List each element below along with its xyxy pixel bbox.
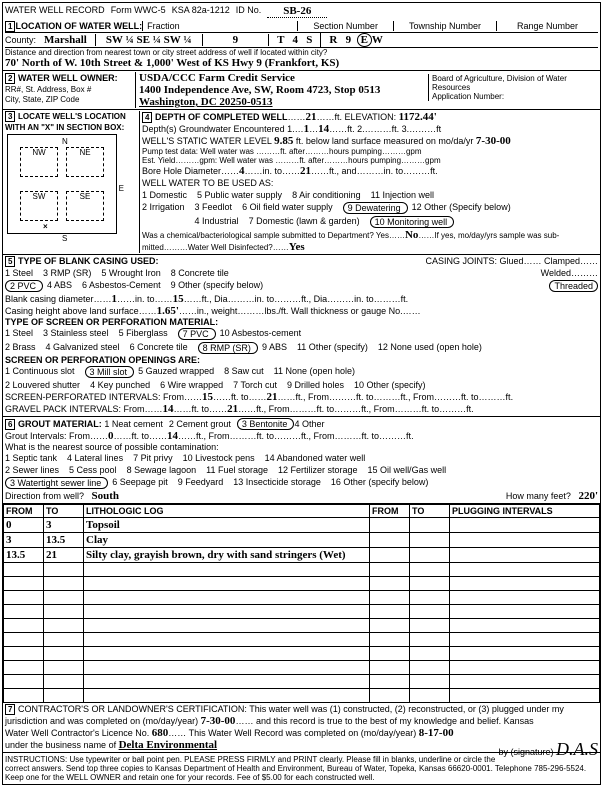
grout-intervals: Grout Intervals: From……0……ft. to……14……ft… — [5, 430, 598, 442]
section-3-4: 3 LOCATE WELL'S LOCATION WITH AN "X" IN … — [3, 110, 600, 255]
table-row: 313.5Clay — [4, 533, 600, 548]
sec3-num: 3 — [5, 111, 15, 122]
sec2-num: 2 — [5, 73, 15, 84]
uses-row1: 1 Domestic5 Public water supply8 Air con… — [142, 189, 598, 201]
fraction: SW ¼ SE ¼ SW ¼ — [95, 34, 202, 46]
screen-open2: 2 Louvered shutter4 Key punched6 Wire wr… — [5, 379, 598, 391]
screen-open-title: SCREEN OR PERFORATION OPENINGS ARE: — [5, 355, 598, 365]
pumptest-line: Pump test data: Well water was ………ft. af… — [142, 147, 598, 156]
table-row — [4, 577, 600, 591]
sec6-title: GROUT MATERIAL: — [18, 419, 102, 429]
sec1-num: 1 — [5, 21, 15, 32]
form-title: WATER WELL RECORD — [5, 5, 105, 18]
contam3: 3 Watertight sewer line6 Seepage pit9 Fe… — [5, 476, 598, 490]
dist-desc: 70' North of W. 10th Street & 1,000' Wes… — [5, 57, 598, 69]
sec5-num: 5 — [5, 256, 15, 267]
twp-hdr: Township Number — [393, 21, 496, 31]
table-header: FROMTOLITHOLOGIC LOG FROMTOPLUGGING INTE… — [4, 505, 600, 518]
section-3-locate: 3 LOCATE WELL'S LOCATION WITH AN "X" IN … — [5, 111, 140, 253]
section-2-owner: 2 WATER WELL OWNER: RR#, St. Address, Bo… — [3, 71, 600, 110]
table-row — [4, 675, 600, 689]
casing-dia: Blank casing diameter……1……in. to……15……ft… — [5, 293, 598, 305]
table-row — [4, 689, 600, 703]
table-row — [4, 661, 600, 675]
groundwater-line: Depth(s) Groundwater Encountered 1.…1…14… — [142, 123, 598, 135]
cert-date: 7-30-00 — [201, 715, 236, 727]
form-ksa: KSA 82a-1212 — [172, 5, 230, 18]
appno-label: Application Number: — [432, 92, 598, 101]
section-hdr: Section Number — [297, 21, 393, 31]
table-row: 13.521Silty clay, grayish brown, dry wit… — [4, 548, 600, 563]
rng-hdr: Range Number — [496, 21, 598, 31]
form-no: Form WWC-5 — [111, 5, 166, 18]
joints: CASING JOINTS: Glued…… Clamped…… — [425, 256, 598, 266]
form-page: WATER WELL RECORD Form WWC-5 KSA 82a-121… — [2, 2, 601, 785]
sec3-title: LOCATE WELL'S LOCATION WITH AN "X" IN SE… — [5, 112, 126, 132]
uses-row3: 2 Irrigation4 Industrial7 Domestic (lawn… — [142, 215, 598, 229]
sec1-title: LOCATION OF WATER WELL: — [15, 21, 142, 31]
screen-open1: 1 Continuous slot3 Mill slot5 Gauzed wra… — [5, 365, 598, 379]
sec7-num: 7 — [5, 704, 15, 715]
depth-completed: 21 — [305, 111, 316, 123]
table-row — [4, 633, 600, 647]
screen-mat2: 2 Brass4 Galvanized steel6 Concrete tile… — [5, 341, 598, 355]
sec5-title: TYPE OF BLANK CASING USED: — [18, 256, 159, 266]
owner-addr: 1400 Independence Ave, SW, Room 4723, St… — [139, 84, 428, 96]
lic-label: Water Well Contractor's Licence No. — [5, 728, 149, 738]
uses-header: WELL WATER TO BE USED AS: — [142, 177, 598, 189]
cert-tail: and this record is true to the best of m… — [256, 716, 534, 726]
section-5-casing: 5 TYPE OF BLANK CASING USED: CASING JOIN… — [3, 255, 600, 417]
casing-types: 1 Steel3 RMP (SR)5 Wrought Iron8 Concret… — [5, 267, 598, 279]
sec2-title: WATER WELL OWNER: — [18, 73, 118, 83]
form-header: WATER WELL RECORD Form WWC-5 KSA 82a-121… — [3, 3, 600, 20]
dist-label: Distance and direction from nearest town… — [5, 48, 327, 57]
table-row — [4, 605, 600, 619]
yield-line: Est. Yield………gpm: Well water was ………ft. … — [142, 156, 598, 165]
fraction-hdr: Fraction — [142, 21, 297, 31]
twp-val: T 4 S — [268, 34, 320, 46]
uses-row2: 2 Irrigation3 Feedlot6 Oil field water s… — [142, 201, 598, 215]
county: Marshall — [36, 34, 95, 46]
bore-line: Bore Hole Diameter……4……in. to……21……ft., … — [142, 165, 598, 177]
table-row — [4, 563, 600, 577]
chem-line: Was a chemical/bacteriological sample su… — [142, 229, 598, 253]
sec4-num: 4 — [142, 112, 152, 123]
sec4-title: DEPTH OF COMPLETED WELL — [155, 112, 288, 122]
screen-mat-title: TYPE OF SCREEN OR PERFORATION MATERIAL: — [5, 317, 598, 327]
owner-city: Washington, DC 20250-0513 — [139, 96, 428, 108]
owner-name: USDA/CCC Farm Credit Service — [139, 72, 428, 84]
bus-label: under the business name of — [5, 740, 116, 750]
table-row: 03Topsoil — [4, 518, 600, 533]
section-1-location: 1 LOCATION OF WATER WELL: Fraction Secti… — [3, 20, 600, 71]
lithologic-table: FROMTOLITHOLOGIC LOG FROMTOPLUGGING INTE… — [3, 504, 600, 703]
casing-height: Casing height above land surface……1.65'…… — [5, 305, 598, 317]
elev: 1172.44' — [399, 111, 437, 123]
county-label: County: — [5, 35, 36, 45]
contam1: 1 Septic tank4 Lateral lines7 Pit privy1… — [5, 452, 598, 464]
perf-intervals: SCREEN-PERFORATED INTERVALS: From……15……f… — [5, 391, 598, 403]
dir-line: Direction from well? South How many feet… — [5, 490, 598, 502]
rng-val: R 9 EW — [320, 33, 391, 47]
addr-label: RR#, St. Address, Box #City, State, ZIP … — [5, 85, 91, 104]
table-row — [4, 647, 600, 661]
sec-no: 9 — [202, 34, 269, 46]
contam-q: What is the nearest source of possible c… — [5, 442, 598, 452]
section-4-depth: 4 DEPTH OF COMPLETED WELL……21……ft. ELEVA… — [140, 111, 598, 253]
static-line: WELL'S STATIC WATER LEVEL 9.85 ft. below… — [142, 135, 598, 147]
id-no: SB-26 — [267, 5, 327, 18]
board-label: Board of Agriculture, Division of Water … — [432, 74, 598, 92]
section-6-grout: 6 GROUT MATERIAL: 1 Neat cement2 Cement … — [3, 417, 600, 504]
section-7-cert: 7 CONTRACTOR'S OR LANDOWNER'S CERTIFICAT… — [3, 703, 600, 753]
sec6-num: 6 — [5, 419, 15, 430]
recdate-label: This Water Well Record was completed on … — [189, 728, 417, 738]
section-box: N S E 1 Mile NW NE SW SE × — [7, 134, 117, 234]
id-label: ID No. — [236, 5, 262, 18]
table-row — [4, 591, 600, 605]
contam2: 2 Sewer lines5 Cess pool8 Sewage lagoon1… — [5, 464, 598, 476]
casing-types2: 2 PVC4 ABS6 Asbestos-Cement9 Other (spec… — [5, 279, 598, 293]
gravel-intervals: GRAVEL PACK INTERVALS: From……14……ft. to…… — [5, 403, 598, 415]
table-row — [4, 619, 600, 633]
screen-mat1: 1 Steel3 Stainless steel5 Fiberglass7 PV… — [5, 327, 598, 341]
